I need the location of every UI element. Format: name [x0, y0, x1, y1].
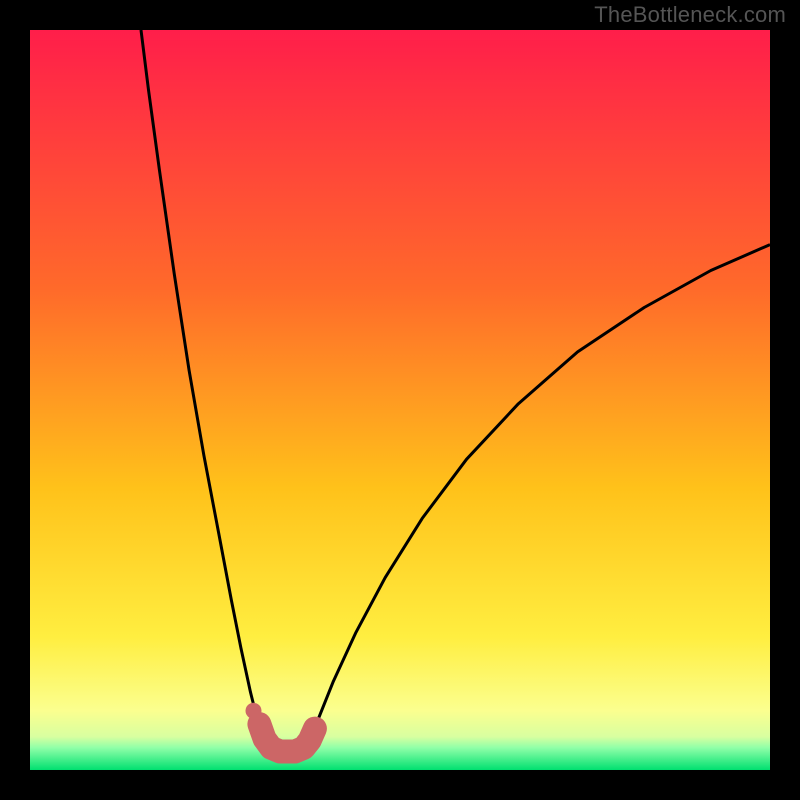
chart-svg [0, 0, 800, 800]
curve-left [141, 30, 264, 740]
watermark-text: TheBottleneck.com [594, 2, 786, 28]
chart-frame: TheBottleneck.com [0, 0, 800, 800]
u-highlight [259, 724, 315, 751]
highlight-dot [246, 703, 262, 719]
curve-right [310, 245, 770, 741]
